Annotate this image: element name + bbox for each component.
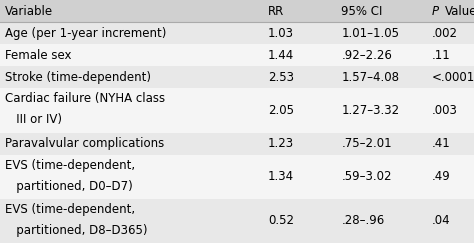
Text: .41: .41 xyxy=(431,137,450,150)
Text: EVS (time-dependent,: EVS (time-dependent, xyxy=(5,159,135,172)
Text: Variable: Variable xyxy=(5,5,53,17)
Bar xyxy=(0,199,474,243)
Text: 1.23: 1.23 xyxy=(268,137,294,150)
Text: 2.05: 2.05 xyxy=(268,104,294,117)
Bar xyxy=(0,66,474,88)
Text: .002: .002 xyxy=(431,27,457,40)
Bar xyxy=(0,88,474,132)
Bar xyxy=(0,44,474,66)
Text: Cardiac failure (NYHA class: Cardiac failure (NYHA class xyxy=(5,92,165,105)
Text: 1.44: 1.44 xyxy=(268,49,294,62)
Text: partitioned, D8–D365): partitioned, D8–D365) xyxy=(5,224,147,237)
Text: .49: .49 xyxy=(431,170,450,183)
Text: 1.57–4.08: 1.57–4.08 xyxy=(341,71,399,84)
Text: <.0001: <.0001 xyxy=(431,71,474,84)
Text: partitioned, D0–D7): partitioned, D0–D7) xyxy=(5,180,133,193)
Bar xyxy=(0,155,474,199)
Text: 95% CI: 95% CI xyxy=(341,5,383,17)
Text: 2.53: 2.53 xyxy=(268,71,294,84)
Text: .04: .04 xyxy=(431,214,450,227)
Text: P: P xyxy=(431,5,438,17)
Text: .75–2.01: .75–2.01 xyxy=(341,137,392,150)
Text: III or IV): III or IV) xyxy=(5,113,62,126)
Text: .59–3.02: .59–3.02 xyxy=(341,170,392,183)
Bar xyxy=(0,0,474,22)
Text: Stroke (time-dependent): Stroke (time-dependent) xyxy=(5,71,151,84)
Text: 1.03: 1.03 xyxy=(268,27,294,40)
Text: EVS (time-dependent,: EVS (time-dependent, xyxy=(5,203,135,216)
Text: 1.34: 1.34 xyxy=(268,170,294,183)
Text: .28–.96: .28–.96 xyxy=(341,214,384,227)
Text: Paravalvular complications: Paravalvular complications xyxy=(5,137,164,150)
Bar xyxy=(0,22,474,44)
Text: 1.27–3.32: 1.27–3.32 xyxy=(341,104,400,117)
Text: Value: Value xyxy=(445,5,474,17)
Bar xyxy=(0,132,474,155)
Text: Female sex: Female sex xyxy=(5,49,71,62)
Text: 0.52: 0.52 xyxy=(268,214,294,227)
Text: .003: .003 xyxy=(431,104,457,117)
Text: .11: .11 xyxy=(431,49,450,62)
Text: .92–2.26: .92–2.26 xyxy=(341,49,392,62)
Text: RR: RR xyxy=(268,5,284,17)
Text: Age (per 1-year increment): Age (per 1-year increment) xyxy=(5,27,166,40)
Text: 1.01–1.05: 1.01–1.05 xyxy=(341,27,399,40)
